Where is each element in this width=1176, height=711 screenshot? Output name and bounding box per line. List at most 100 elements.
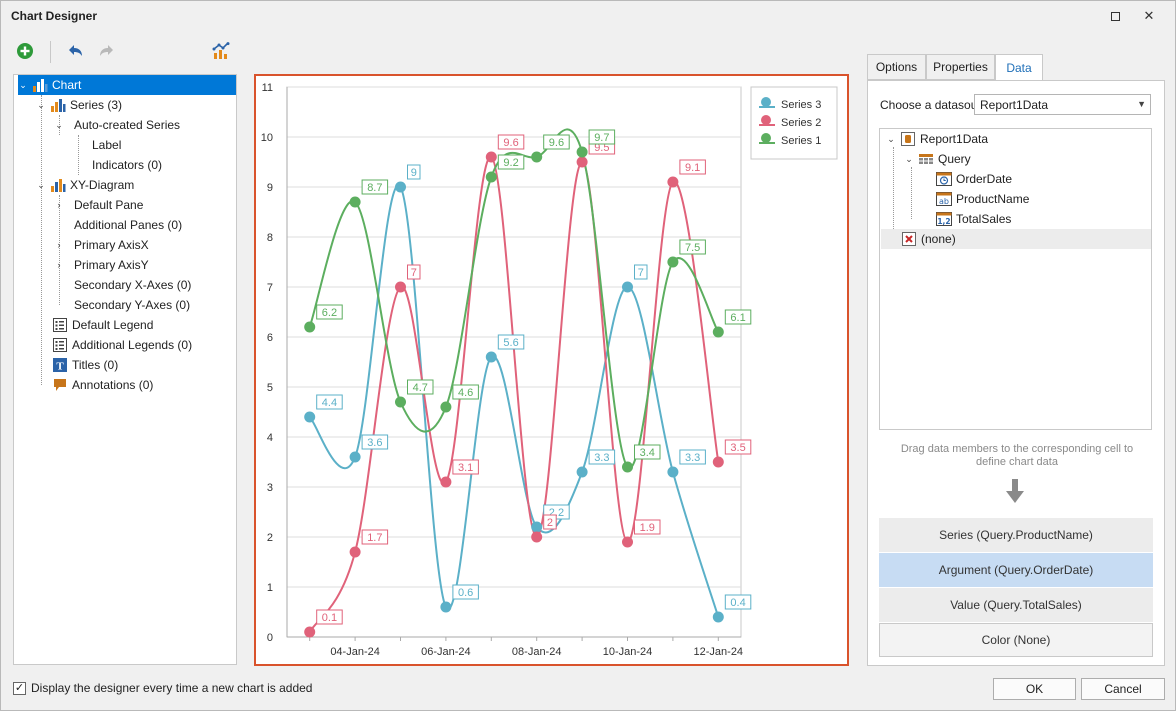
tree-item-additional-panes[interactable]: Additional Panes (0) bbox=[74, 215, 182, 235]
expand-icon[interactable]: › bbox=[57, 200, 61, 210]
show-designer-checkbox[interactable]: ✓ bbox=[13, 681, 26, 695]
tree-item-default-pane[interactable]: › Default Pane bbox=[54, 195, 144, 215]
ok-button[interactable]: OK bbox=[993, 678, 1076, 700]
ds-field-orderdate[interactable]: OrderDate bbox=[936, 169, 1012, 189]
show-designer-option[interactable]: ✓ Display the designer every time a new … bbox=[13, 681, 312, 695]
ds-field-productname[interactable]: ab ProductName bbox=[936, 189, 1029, 209]
tree-item-label: Additional Legends (0) bbox=[72, 338, 193, 352]
maximize-button[interactable] bbox=[1103, 4, 1127, 28]
data-point bbox=[485, 171, 497, 183]
tree-item-auto-created-series[interactable]: ⌄ Auto-created Series bbox=[54, 115, 180, 135]
undo-button[interactable] bbox=[63, 39, 87, 63]
collapse-icon[interactable]: ⌄ bbox=[19, 79, 27, 90]
chart-wizard-button[interactable] bbox=[209, 39, 233, 63]
data-label: 0.6 bbox=[458, 587, 473, 599]
tree-item-label: Auto-created Series bbox=[74, 118, 181, 132]
data-label: 9.6 bbox=[503, 137, 518, 149]
tree-item-secondary-y-axes[interactable]: Secondary Y-Axes (0) bbox=[74, 295, 190, 315]
data-point bbox=[304, 411, 316, 423]
tab-properties[interactable]: Properties bbox=[926, 54, 995, 80]
tree-item-indicators[interactable]: Indicators (0) bbox=[92, 155, 162, 175]
redo-button[interactable] bbox=[95, 39, 119, 63]
series-cell[interactable]: Series (Query.ProductName) bbox=[879, 518, 1153, 552]
show-designer-label: Display the designer every time a new ch… bbox=[31, 681, 313, 695]
tree-item-label: Titles (0) bbox=[72, 358, 119, 372]
legend-marker bbox=[761, 133, 771, 143]
tree-item-secondary-x-axes[interactable]: Secondary X-Axes (0) bbox=[74, 275, 191, 295]
y-tick-label: 6 bbox=[267, 332, 273, 344]
data-point bbox=[531, 151, 543, 163]
collapse-icon[interactable]: ⌄ bbox=[887, 133, 895, 144]
datasource-select[interactable]: Report1Data ▼ bbox=[974, 94, 1151, 115]
y-tick-label: 10 bbox=[261, 132, 273, 144]
data-point bbox=[395, 181, 406, 193]
ds-item-none[interactable]: (none) bbox=[881, 229, 1151, 249]
ds-item-report1data[interactable]: ⌄ Report1Data bbox=[886, 129, 988, 149]
data-label-box bbox=[497, 334, 525, 350]
add-button[interactable] bbox=[13, 39, 37, 63]
tree-item-primary-axisy[interactable]: › Primary AxisY bbox=[54, 255, 149, 275]
datasource-value: Report1Data bbox=[980, 98, 1049, 112]
collapse-icon[interactable]: ⌄ bbox=[905, 153, 913, 164]
tree-item-primary-axisx[interactable]: › Primary AxisX bbox=[54, 235, 149, 255]
redo-icon bbox=[100, 45, 113, 56]
collapse-icon[interactable]: ⌄ bbox=[37, 179, 45, 190]
data-point bbox=[395, 396, 406, 408]
data-label: 9.1 bbox=[685, 162, 700, 174]
date-field-icon bbox=[936, 171, 952, 187]
data-label-box bbox=[316, 304, 343, 320]
collapse-icon[interactable]: ⌄ bbox=[55, 119, 63, 130]
y-tick-label: 8 bbox=[267, 232, 273, 244]
tree-item-annotations[interactable]: Annotations (0) bbox=[52, 375, 153, 395]
tree-item-label-node[interactable]: Label bbox=[92, 135, 121, 155]
tree-item-label: Primary AxisX bbox=[74, 238, 149, 252]
value-cell[interactable]: Value (Query.TotalSales) bbox=[879, 588, 1153, 622]
data-label-box bbox=[679, 239, 706, 255]
ds-field-totalsales[interactable]: 1,2 TotalSales bbox=[936, 209, 1011, 229]
tree-item-label: Label bbox=[92, 138, 122, 152]
tree-item-default-legend[interactable]: Default Legend bbox=[52, 315, 153, 335]
y-tick-label: 9 bbox=[267, 182, 273, 194]
ds-item-label: Report1Data bbox=[920, 132, 989, 146]
data-label: 3.5 bbox=[730, 442, 745, 454]
tree-line bbox=[78, 135, 79, 175]
tree-item-series[interactable]: ⌄ Series (3) bbox=[36, 95, 122, 115]
chart-wizard-icon bbox=[212, 42, 230, 59]
tab-data[interactable]: Data bbox=[995, 54, 1043, 81]
tree-item-label: Secondary X-Axes (0) bbox=[74, 278, 192, 292]
text-field-icon: ab bbox=[936, 191, 952, 207]
ds-item-query[interactable]: ⌄ Query bbox=[904, 149, 970, 169]
tree-item-titles[interactable]: T Titles (0) bbox=[52, 355, 118, 375]
svg-text:1,2: 1,2 bbox=[937, 217, 950, 226]
expand-icon[interactable]: › bbox=[57, 240, 61, 250]
number-field-icon: 1,2 bbox=[936, 211, 952, 227]
tree-item-xy-diagram[interactable]: ⌄ XY-Diagram bbox=[36, 175, 134, 195]
data-label-box bbox=[361, 179, 389, 195]
close-button[interactable]: ✕ bbox=[1137, 4, 1161, 28]
data-label-box bbox=[497, 134, 525, 150]
tree-item-additional-legends[interactable]: Additional Legends (0) bbox=[52, 335, 192, 355]
data-label: 4.4 bbox=[322, 397, 337, 409]
chart-preview[interactable]: 0 1 2 3 4 5 6 7 8 9 10 11 04-Jan-24 06-Jan-24 08-Jan-2… bbox=[254, 74, 849, 666]
expand-icon[interactable]: › bbox=[57, 260, 61, 270]
collapse-icon[interactable]: ⌄ bbox=[37, 99, 45, 110]
color-cell[interactable]: Color (None) bbox=[879, 623, 1153, 657]
data-point bbox=[304, 626, 316, 638]
argument-cell[interactable]: Argument (Query.OrderDate) bbox=[879, 553, 1153, 587]
tab-options[interactable]: Options bbox=[867, 54, 926, 80]
toolbar bbox=[9, 39, 239, 63]
legend-label: Series 3 bbox=[781, 99, 821, 111]
tree-item-chart[interactable]: ⌄ Chart bbox=[18, 75, 236, 95]
data-label-box bbox=[361, 529, 389, 545]
y-tick-label: 11 bbox=[262, 82, 273, 94]
data-label: 3.4 bbox=[640, 447, 655, 459]
element-tree[interactable]: ⌄ Chart ⌄ Series (3) ⌄ Auto-created Seri… bbox=[13, 74, 237, 665]
data-label-box bbox=[452, 384, 479, 400]
cancel-button[interactable]: Cancel bbox=[1081, 678, 1165, 700]
datasource-tree[interactable]: ⌄ Report1Data ⌄ Query OrderDate bbox=[879, 128, 1152, 430]
data-point bbox=[349, 451, 361, 463]
tree-item-label: Additional Panes (0) bbox=[74, 218, 183, 232]
data-point bbox=[395, 281, 406, 293]
undo-icon bbox=[69, 45, 82, 56]
